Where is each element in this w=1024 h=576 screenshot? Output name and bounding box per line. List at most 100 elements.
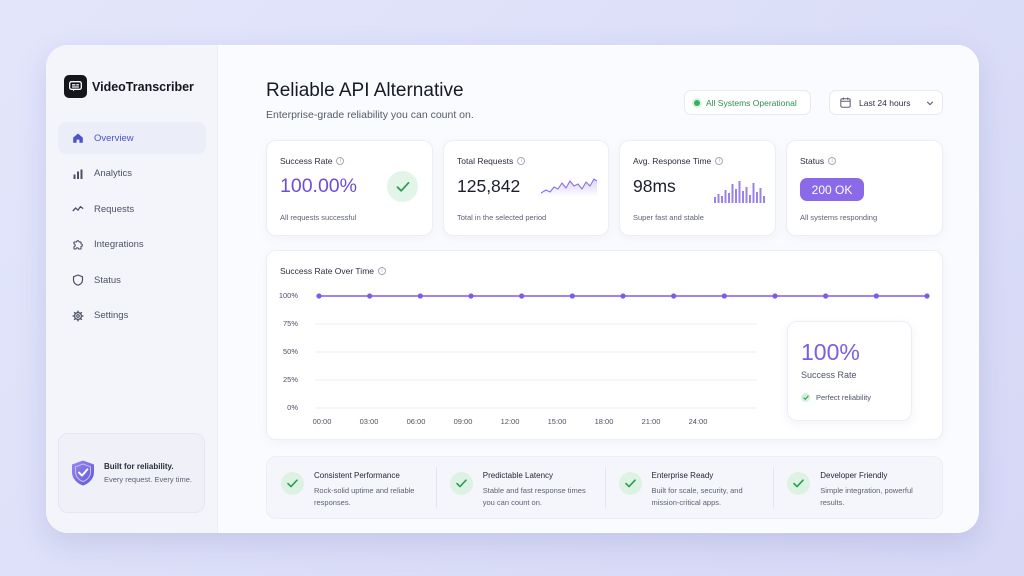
data-point[interactable] bbox=[316, 293, 322, 299]
app-logo-icon bbox=[64, 75, 87, 98]
x-tick-label: 21:00 bbox=[641, 417, 661, 426]
sidebar-item-label: Status bbox=[94, 274, 121, 286]
shield-icon bbox=[72, 274, 84, 286]
data-point[interactable] bbox=[367, 293, 373, 299]
data-point[interactable] bbox=[671, 293, 677, 299]
sidebar-item-status[interactable]: Status bbox=[58, 264, 206, 296]
activity-icon bbox=[72, 205, 84, 212]
sidebar-item-label: Integrations bbox=[94, 239, 144, 250]
date-range-value: Last 24 hours bbox=[859, 97, 911, 108]
feature-description: Rock-solid uptime and reliable responses… bbox=[314, 486, 415, 507]
page-subtitle: Enterprise-grade reliability you can cou… bbox=[266, 109, 474, 121]
feature-item: Enterprise Ready Built for scale, securi… bbox=[604, 457, 774, 518]
data-point[interactable] bbox=[519, 293, 525, 299]
promo-title: Built for reliability. bbox=[104, 462, 174, 471]
card-label-wrap: Total Requests i bbox=[457, 156, 526, 166]
total-requests-card: Total Requests i 125,842 Total in the se… bbox=[443, 140, 609, 236]
sidebar-item-requests[interactable]: Requests bbox=[58, 193, 206, 225]
summary-note-text: Perfect reliability bbox=[816, 393, 872, 402]
sidebar-item-overview[interactable]: Overview bbox=[58, 122, 206, 154]
app-window: VideoTranscriber Overview Analytics Requ… bbox=[46, 45, 979, 533]
feature-description: Simple integration, powerful results. bbox=[820, 486, 913, 507]
summary-value: 100% bbox=[801, 339, 860, 365]
sidebar-item-label: Requests bbox=[94, 203, 135, 215]
feature-description: Built for scale, security, and mission-c… bbox=[651, 486, 743, 507]
info-icon[interactable]: i bbox=[828, 157, 837, 165]
shield-check-icon bbox=[72, 460, 94, 486]
feature-title: Enterprise Ready bbox=[651, 471, 714, 480]
success-rate-chart-card: Success Rate Over Time i 100% 75% 50% 25% 0%… bbox=[266, 250, 943, 440]
data-point[interactable] bbox=[569, 293, 575, 299]
x-tick-label: 12:00 bbox=[500, 417, 520, 426]
x-tick-label: 06:00 bbox=[406, 417, 426, 426]
card-footnote: Total in the selected period bbox=[457, 213, 547, 222]
feature-description: Stable and fast response times you can c… bbox=[482, 486, 586, 507]
card-label-wrap: Status i bbox=[800, 156, 837, 166]
brand[interactable]: VideoTranscriber bbox=[64, 75, 194, 98]
data-point[interactable] bbox=[417, 293, 423, 299]
card-label-wrap: Success Rate i bbox=[280, 156, 345, 166]
summary-note: Perfect reliability bbox=[801, 393, 871, 402]
info-icon[interactable]: i bbox=[517, 157, 526, 165]
check-icon bbox=[787, 472, 811, 495]
calendar-icon bbox=[840, 97, 851, 108]
success-rate-value: 100.00% bbox=[280, 175, 357, 197]
sidebar-nav: Overview Analytics Requests Integrations… bbox=[58, 122, 206, 335]
feature-item: Predictable Latency Stable and fast resp… bbox=[435, 457, 605, 518]
data-point[interactable] bbox=[873, 293, 879, 299]
reliability-promo: Built for reliability. Every request. Ev… bbox=[58, 433, 205, 513]
feature-item: Consistent Performance Rock-solid uptime… bbox=[267, 457, 436, 518]
data-point[interactable] bbox=[468, 293, 474, 299]
info-icon[interactable]: i bbox=[378, 267, 387, 275]
success-summary-panel: 100% Success Rate Perfect reliability bbox=[787, 321, 912, 421]
card-label: Total Requests bbox=[457, 156, 514, 166]
info-icon[interactable]: i bbox=[336, 157, 345, 165]
feature-title: Predictable Latency bbox=[482, 471, 554, 480]
feature-item: Developer Friendly Simple integration, p… bbox=[773, 457, 942, 518]
x-tick-label: 00:00 bbox=[312, 417, 332, 426]
chart-title-wrap: Success Rate Over Time i bbox=[280, 266, 387, 276]
promo-subtitle: Every request. Every time. bbox=[104, 475, 192, 484]
card-label: Avg. Response Time bbox=[633, 156, 712, 166]
data-point[interactable] bbox=[924, 293, 930, 299]
sidebar-item-integrations[interactable]: Integrations bbox=[58, 229, 206, 261]
x-tick-label: 18:00 bbox=[594, 417, 614, 426]
date-range-select[interactable]: Last 24 hours bbox=[829, 90, 943, 115]
success-rate-card: Success Rate i 100.00% All requests succ… bbox=[266, 140, 433, 236]
system-status-pill[interactable]: All Systems Operational bbox=[684, 90, 811, 115]
data-point[interactable] bbox=[721, 293, 727, 299]
bar-chart-icon bbox=[73, 169, 83, 179]
sidebar-item-analytics[interactable]: Analytics bbox=[58, 158, 206, 190]
feature-title: Developer Friendly bbox=[820, 471, 888, 480]
x-tick-label: 24:00 bbox=[688, 417, 708, 426]
card-footnote: All systems responding bbox=[800, 213, 878, 222]
gear-icon bbox=[72, 310, 84, 321]
card-footnote: All requests successful bbox=[280, 213, 357, 222]
check-icon bbox=[281, 472, 304, 495]
check-icon bbox=[387, 171, 418, 202]
summary-label: Success Rate bbox=[801, 370, 857, 380]
status-dot-icon bbox=[694, 99, 700, 106]
x-tick-label: 09:00 bbox=[453, 417, 473, 426]
sidebar-item-label: Settings bbox=[94, 310, 129, 321]
main-content: Reliable API Alternative Enterprise-grad… bbox=[218, 45, 979, 533]
data-point[interactable] bbox=[823, 293, 829, 299]
page-title: Reliable API Alternative bbox=[266, 80, 464, 101]
check-icon bbox=[449, 472, 473, 495]
response-time-value: 98ms bbox=[633, 176, 676, 196]
puzzle-icon bbox=[73, 239, 83, 250]
data-point[interactable] bbox=[620, 293, 626, 299]
data-point[interactable] bbox=[772, 293, 778, 299]
y-tick-label: 100% bbox=[278, 291, 298, 300]
y-tick-label: 0% bbox=[287, 403, 298, 412]
card-label-wrap: Avg. Response Time i bbox=[633, 156, 724, 166]
y-tick-label: 25% bbox=[282, 375, 298, 384]
response-time-card: Avg. Response Time i 98ms Super fast and… bbox=[619, 140, 776, 236]
home-icon bbox=[73, 133, 83, 143]
requests-sparkline bbox=[541, 178, 597, 197]
info-icon[interactable]: i bbox=[715, 157, 724, 165]
y-tick-label: 75% bbox=[282, 319, 298, 328]
sidebar-item-settings[interactable]: Settings bbox=[58, 300, 206, 332]
line-chart bbox=[315, 293, 930, 409]
card-footnote: Super fast and stable bbox=[633, 213, 704, 222]
